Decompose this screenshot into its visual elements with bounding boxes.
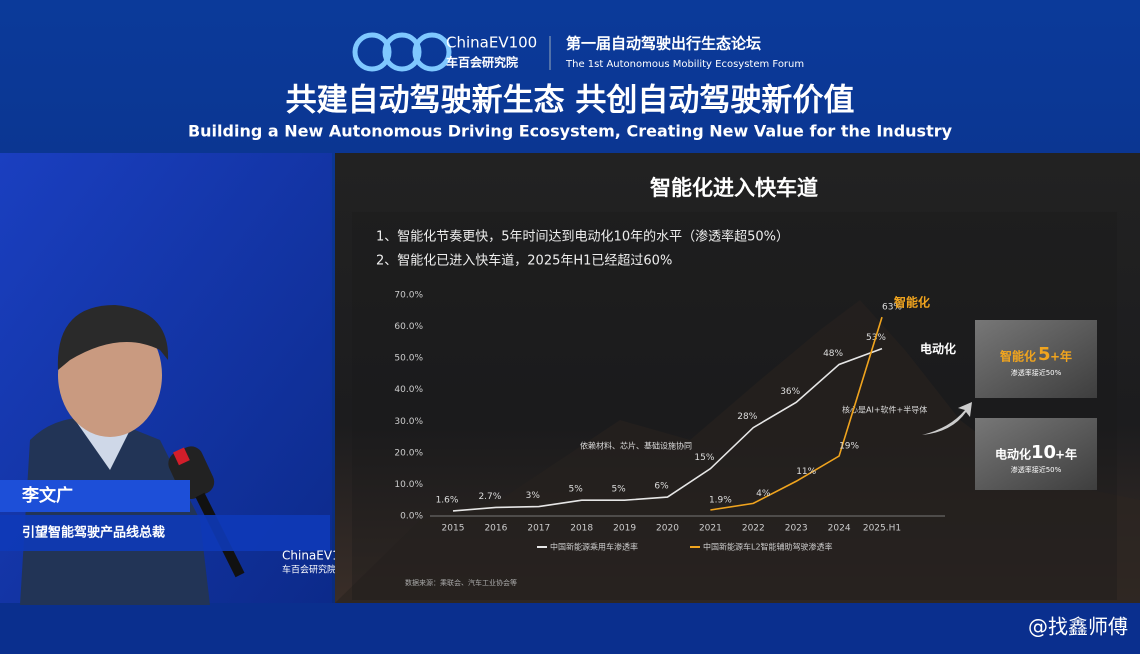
logo (352, 32, 452, 72)
footer-band (0, 603, 1140, 654)
annotation: 核心是AI+软件+半导体 (842, 405, 927, 415)
value-label: 5% (611, 485, 626, 495)
box-number: 10 (1031, 442, 1056, 463)
arrow (922, 402, 972, 435)
x-tick-label: 2020 (656, 524, 679, 534)
x-tick-label: 2025.H1 (863, 524, 901, 534)
x-tick-label: 2017 (527, 524, 550, 534)
slide-title: 智能化进入快车道 (650, 176, 818, 200)
y-tick-label: 40.0% (394, 385, 423, 395)
value-label: 15% (694, 453, 714, 463)
forum-cn: 第一届自动驾驶出行生态论坛 (566, 35, 761, 53)
box-number: 5 (1038, 344, 1051, 365)
box-label: 电动化 (995, 447, 1031, 462)
box-label: 智能化 (999, 349, 1036, 364)
x-tick-label: 2022 (742, 524, 765, 534)
mountain-backdrop (335, 300, 1140, 603)
series-line (452, 347, 883, 512)
title-cn: 共建自动驾驶新生态 共创自动驾驶新价值 (286, 83, 855, 119)
speaker-name: 李文广 (22, 485, 73, 506)
y-tick-label: 60.0% (394, 322, 423, 332)
speaker-role: 引望智能驾驶产品线总裁 (22, 525, 165, 541)
y-tick-label: 10.0% (394, 480, 423, 490)
value-label: 6% (654, 482, 669, 492)
box-note: 渗透率接近50% (1011, 368, 1062, 377)
annotation: 依赖材料、芯片、基础设施协同 (580, 441, 692, 451)
x-tick-label: 2016 (484, 524, 507, 534)
value-label: 5% (569, 485, 584, 495)
logo-name: ChinaEV100 (446, 34, 537, 52)
logo-org: 车百会研究院 (446, 55, 518, 70)
x-tick-label: 2024 (828, 524, 851, 534)
y-tick-label: 20.0% (394, 448, 423, 458)
series-line (710, 316, 883, 511)
value-label: 4% (756, 489, 771, 499)
value-label: 36% (780, 387, 800, 397)
value-label: 11% (796, 467, 816, 477)
legend-label: 中国新能源车L2智能辅助驾驶渗透率 (703, 542, 833, 552)
content-panel (352, 212, 1117, 600)
value-label: 1.6% (436, 495, 459, 505)
x-tick-label: 2021 (699, 524, 722, 534)
x-tick-label: 2023 (785, 524, 808, 534)
box-suffix: +年 (1055, 447, 1077, 462)
role-box (0, 515, 330, 551)
value-label: 1.9% (709, 496, 732, 506)
bullet: 2、智能化已进入快车道，2025年H1已经超过60% (376, 253, 672, 269)
title-en: Building a New Autonomous Driving Ecosys… (188, 122, 953, 141)
x-tick-label: 2019 (613, 524, 636, 534)
series-end-label: 电动化 (920, 341, 956, 356)
box-note: 渗透率接近50% (1011, 465, 1062, 474)
logo-org-small: 车百会研究院 (282, 564, 336, 576)
value-label: 19% (839, 442, 859, 452)
value-label: 3% (526, 491, 541, 501)
value-label: 28% (737, 412, 757, 422)
side-box: 智能化 5 +年 渗透率接近50% (975, 320, 1097, 398)
name-box (0, 480, 190, 512)
legend-label: 中国新能源乘用车渗透率 (550, 542, 638, 552)
y-tick-label: 0.0% (400, 512, 423, 522)
x-tick-label: 2015 (442, 524, 465, 534)
value-label: 63% (882, 303, 902, 313)
y-tick-label: 50.0% (394, 354, 423, 364)
y-tick-label: 30.0% (394, 417, 423, 427)
box-suffix: +年 (1050, 349, 1072, 364)
value-label: 48% (823, 349, 843, 359)
y-tick-label: 70.0% (394, 291, 423, 301)
value-label: 2.7% (478, 492, 501, 502)
side-box: 电动化 10 +年 渗透率接近50% (975, 418, 1097, 490)
series-end-label: 智能化 (893, 295, 930, 310)
source-note: 数据来源：乘联会、汽车工业协会等 (405, 578, 517, 587)
chart: 0.0% 10.0% 20.0% 30.0% 40.0% 50.0% 60.0% 70.0% 2… (394, 291, 956, 552)
forum-en: The 1st Autonomous Mobility Ecosystem Fo… (565, 59, 804, 70)
x-tick-label: 2018 (570, 524, 593, 534)
watermark: @找鑫师傅 (1028, 615, 1128, 639)
bullet: 1、智能化节奏更快，5年时间达到电动化10年的水平（渗透率超50%） (376, 229, 789, 245)
